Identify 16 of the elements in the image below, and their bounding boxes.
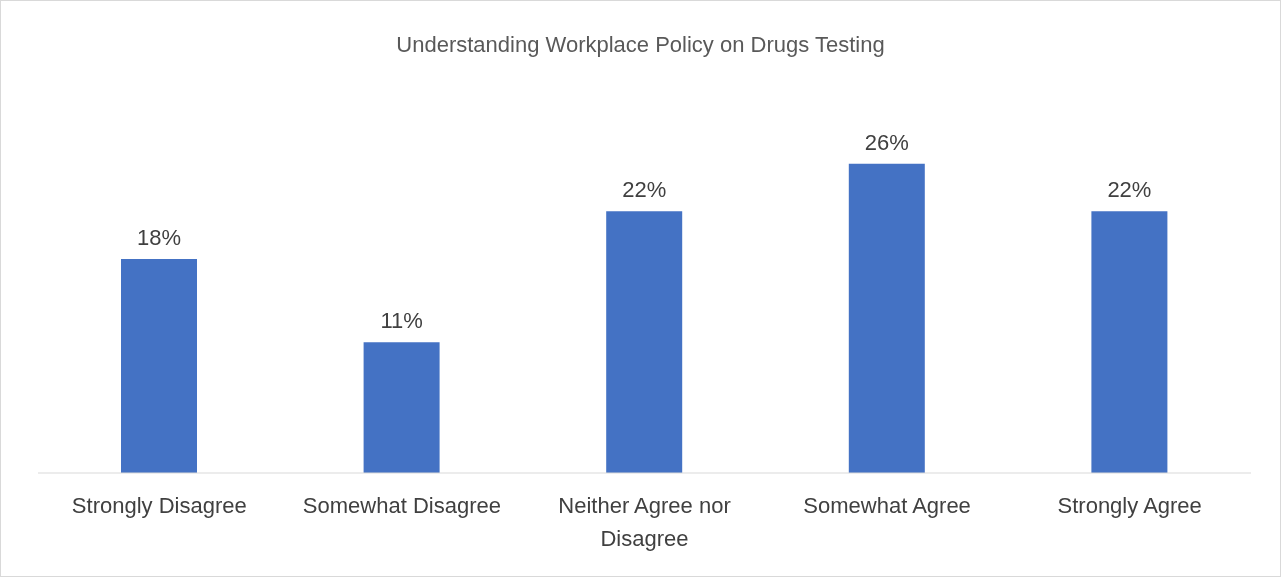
x-tick-label: Somewhat Agree — [803, 493, 971, 518]
chart-title: Understanding Workplace Policy on Drugs Testing — [395, 32, 886, 58]
bar — [121, 258, 197, 473]
x-tick-label: Strongly Agree — [1057, 493, 1202, 518]
data-label: 18% — [136, 224, 182, 250]
x-tick-label: Somewhat Disagree — [302, 493, 501, 518]
bar — [848, 163, 925, 473]
bar — [606, 211, 683, 473]
bar — [363, 342, 440, 473]
bar — [1091, 211, 1168, 473]
data-label: 22% — [622, 177, 667, 203]
x-tick-label: Neither Agree nor Disagree — [558, 493, 731, 551]
data-label: 11% — [380, 308, 423, 334]
data-label: 26% — [864, 129, 909, 155]
x-tick-label: Strongly Disagree — [71, 493, 247, 518]
data-label: 22% — [1107, 177, 1152, 203]
